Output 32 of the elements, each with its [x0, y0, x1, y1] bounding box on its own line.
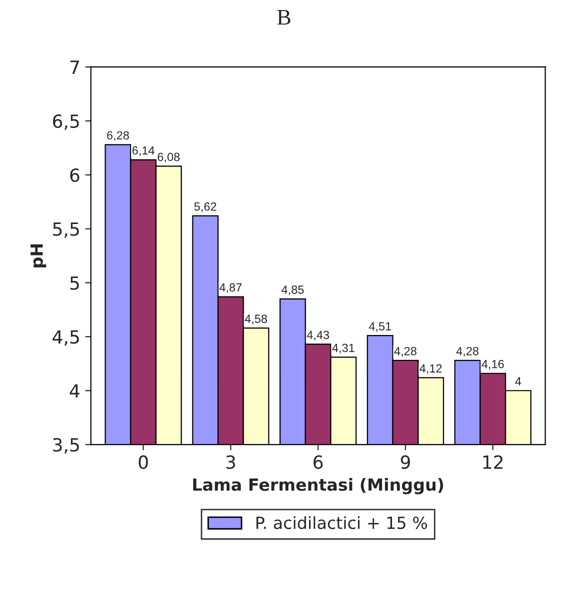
x-tick-label: 9	[400, 455, 410, 469]
y-tick-label: 7	[70, 60, 79, 74]
data-label: 4,87	[219, 283, 242, 294]
data-label: 6,14	[132, 146, 154, 156]
data-label: 4,43	[306, 330, 330, 341]
y-tick-label: 4,5	[52, 330, 79, 346]
data-label: 5,62	[194, 202, 216, 212]
x-tick-label: 12	[483, 455, 503, 469]
data-label: 4,58	[244, 314, 268, 324]
x-tick-label: 0	[138, 455, 148, 469]
y-tick-label: 5,5	[53, 222, 79, 238]
y-tick-label: 6	[70, 168, 80, 182]
data-label: 6,28	[107, 131, 129, 141]
data-label: 4,31	[332, 344, 354, 354]
y-tick-label: 3,5	[53, 438, 79, 454]
y-tick-label: 5	[70, 276, 79, 290]
x-tick-label: 6	[314, 455, 323, 469]
data-label: 6,08	[158, 152, 180, 163]
legend-label: P. acidilactici + 15 %	[256, 516, 428, 530]
data-label: 4,28	[456, 346, 478, 357]
data-label: 4,51	[368, 322, 392, 332]
chart-title: B	[277, 10, 290, 25]
y-axis-title: pH	[30, 244, 46, 268]
x-axis-title: Lama Fermentasi (Minggu)	[193, 478, 444, 494]
data-label: 4,85	[282, 285, 304, 296]
y-tick-label: 4	[70, 384, 80, 398]
data-label: 4,12	[420, 364, 442, 374]
y-tick-label: 6,5	[53, 114, 79, 130]
data-label: 4	[515, 377, 522, 386]
x-tick-label: 3	[226, 455, 235, 469]
data-label: 4,28	[394, 346, 416, 357]
data-label: 4,16	[482, 360, 504, 370]
